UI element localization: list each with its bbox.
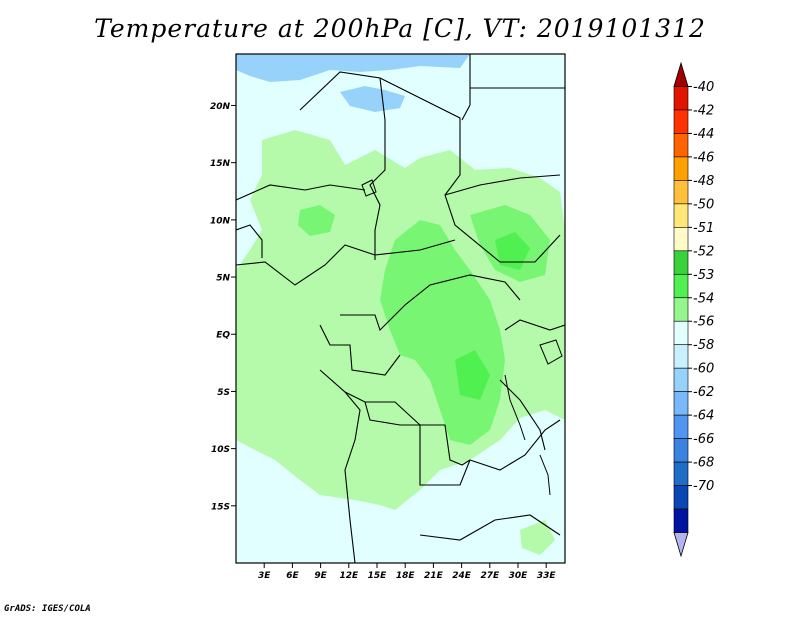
colorbar-swatch xyxy=(673,320,689,346)
colorbar-label: -70 xyxy=(693,479,714,494)
lat-tick-label: 10N xyxy=(210,216,231,226)
lon-tick-label: 3E xyxy=(258,571,271,581)
lake-victoria xyxy=(539,339,563,365)
border-line xyxy=(340,274,521,332)
colorbar-swatch xyxy=(673,133,689,158)
lon-tick-label: 9E xyxy=(314,571,327,581)
colorbar-swatch xyxy=(673,508,689,533)
border-line xyxy=(364,401,420,426)
colorbar-swatch xyxy=(673,250,689,275)
border-line xyxy=(299,71,386,260)
lat-tick-label: 5S xyxy=(217,388,230,398)
longitude-ticks: 3E 6E 9E 12E 15E 18E 21E 24E 27E 30E 33E xyxy=(258,563,556,581)
lon-tick-label: 24E xyxy=(452,571,472,581)
colorbar-label: -42 xyxy=(693,103,714,118)
map-title: Temperature at 200hPa [C], VT: 201910131… xyxy=(94,14,706,43)
dark-green-spot-2 xyxy=(455,350,490,400)
colorbar-swatch xyxy=(673,273,689,299)
colorbar-swatch xyxy=(673,344,689,369)
colorbar-swatch xyxy=(673,391,689,416)
colorbar-swatch xyxy=(673,180,689,205)
colorbar: -40 -42 -44 -46 -48 -50 -51 -52 -53 -54 -56 -58 -60 -… xyxy=(673,61,714,558)
lon-tick-label: 15E xyxy=(368,571,388,581)
colorbar-label: -50 xyxy=(693,197,714,212)
colorbar-swatch xyxy=(673,227,689,252)
colorbar-bottom-arrow xyxy=(673,532,689,558)
colorbar-label: -44 xyxy=(693,127,714,142)
border-line xyxy=(236,239,456,286)
lon-tick-label: 18E xyxy=(396,571,416,581)
lakes xyxy=(361,179,563,496)
lake-malawi xyxy=(539,454,551,496)
border-line xyxy=(419,425,471,486)
green-region-west xyxy=(298,205,335,236)
lat-tick-label: 20N xyxy=(210,102,231,112)
colorbar-label: -58 xyxy=(693,338,714,353)
lon-tick-label: 33E xyxy=(537,571,557,581)
colorbar-label: -48 xyxy=(693,174,714,189)
border-line xyxy=(236,224,263,258)
border-line xyxy=(504,319,565,331)
colorbar-swatch xyxy=(673,438,689,463)
map-frame xyxy=(235,53,566,564)
border-line xyxy=(236,184,366,201)
cold-region-north xyxy=(236,54,470,82)
lat-tick-label: 15N xyxy=(210,159,231,169)
lake-chad xyxy=(361,179,377,197)
colorbar-label: -56 xyxy=(693,315,714,330)
border-line xyxy=(444,174,561,196)
colorbar-label: -53 xyxy=(693,268,714,283)
lon-tick-label: 27E xyxy=(480,571,500,581)
colorbar-label: -60 xyxy=(693,362,714,377)
colorbar-swatch xyxy=(673,297,689,322)
border-line xyxy=(499,379,546,451)
dark-green-spot-1 xyxy=(495,232,530,270)
colorbar-label: -62 xyxy=(693,385,714,400)
latitude-ticks: 20N 15N 10N 5N EQ 5S 10S 15S xyxy=(210,102,236,512)
colorbar-label: -40 xyxy=(693,80,714,95)
colorbar-swatch xyxy=(673,156,689,181)
lat-tick-label: EQ xyxy=(216,331,230,341)
lon-tick-label: 30E xyxy=(509,571,529,581)
lake-tanganyika xyxy=(504,374,526,441)
border-line xyxy=(461,54,471,121)
colorbar-swatch xyxy=(673,203,689,228)
colorbar-swatch xyxy=(673,414,689,439)
light-green-patch-south xyxy=(520,520,555,555)
lon-tick-label: 6E xyxy=(286,571,299,581)
colorbar-label: -64 xyxy=(693,409,714,424)
colorbar-swatch xyxy=(673,461,689,486)
colorbar-label: -68 xyxy=(693,456,714,471)
colorbar-swatch xyxy=(673,485,689,510)
colorbar-label: -46 xyxy=(693,150,714,165)
colorbar-label: -52 xyxy=(693,244,714,259)
border-line xyxy=(379,77,561,263)
border-line xyxy=(469,419,561,471)
colorbar-swatch xyxy=(673,86,689,111)
lon-tick-label: 12E xyxy=(339,571,359,581)
lat-tick-label: 15S xyxy=(211,502,230,512)
lat-tick-label: 10S xyxy=(211,445,230,455)
colorbar-top-arrow xyxy=(673,61,689,87)
colorbar-swatch xyxy=(673,367,689,392)
country-borders xyxy=(236,54,565,563)
colorbar-label: -51 xyxy=(693,221,714,236)
border-line xyxy=(344,391,361,563)
grads-credit: GrADS: IGES/COLA xyxy=(4,604,91,614)
lon-tick-label: 21E xyxy=(424,571,444,581)
cold-region-patch xyxy=(340,86,405,112)
colorbar-swatch xyxy=(673,109,689,134)
border-line xyxy=(319,324,401,376)
lat-tick-label: 5N xyxy=(216,274,230,284)
colorbar-label: -54 xyxy=(693,291,714,306)
colorbar-label: -66 xyxy=(693,432,714,447)
border-line xyxy=(419,514,561,541)
